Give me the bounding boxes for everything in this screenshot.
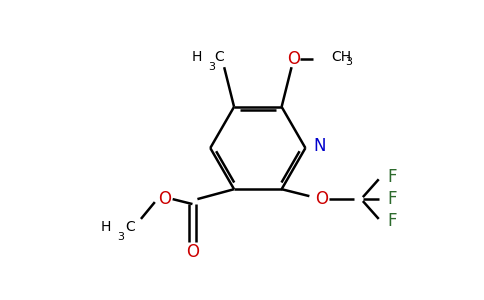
Text: F: F	[388, 212, 397, 230]
Text: 3: 3	[208, 62, 215, 72]
Text: F: F	[388, 190, 397, 208]
Text: CH: CH	[331, 50, 351, 64]
Text: 3: 3	[117, 232, 124, 242]
Text: O: O	[186, 243, 199, 261]
Text: H: H	[192, 50, 202, 64]
Text: O: O	[158, 190, 171, 208]
Text: N: N	[313, 137, 326, 155]
Text: C: C	[214, 50, 224, 64]
Text: H: H	[101, 220, 111, 234]
Text: C: C	[125, 220, 135, 234]
Text: F: F	[388, 168, 397, 186]
Text: O: O	[287, 50, 300, 68]
Text: 3: 3	[345, 57, 352, 67]
Text: O: O	[315, 190, 328, 208]
